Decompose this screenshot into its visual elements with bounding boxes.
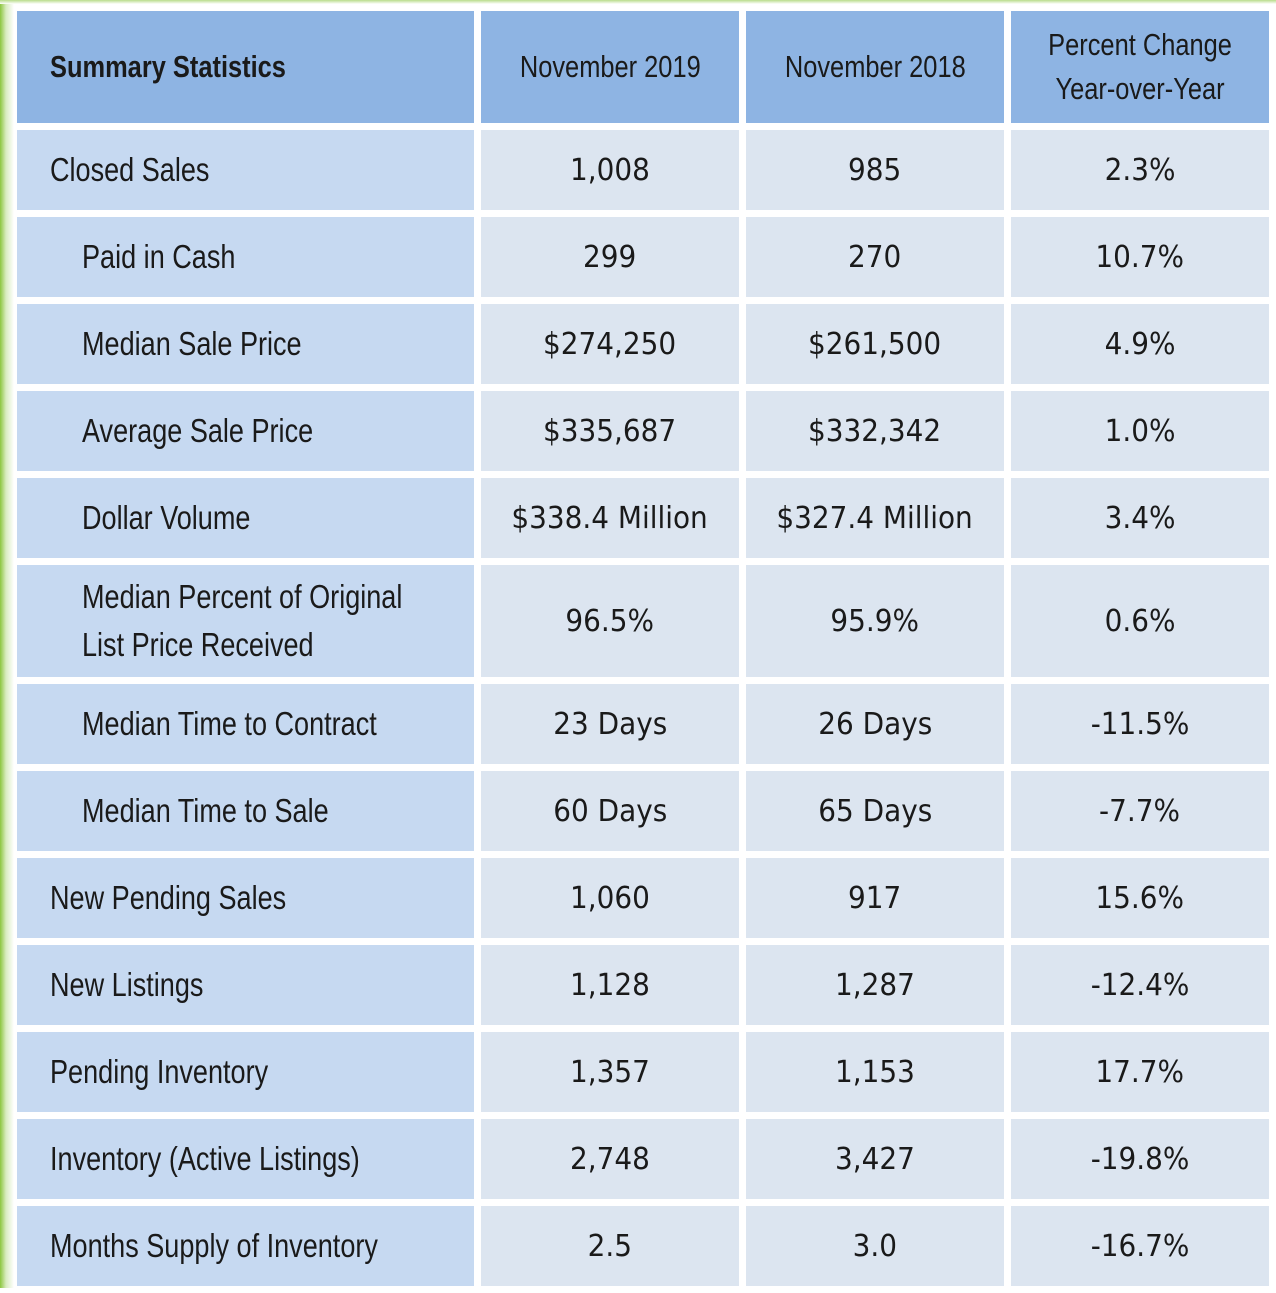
row-label: New Pending Sales: [17, 858, 474, 938]
value-november-2019: 2,748: [481, 1119, 739, 1199]
row-label: Median Percent of Original List Price Rec…: [17, 565, 474, 677]
table-row: Average Sale Price $335,687 $332,342 1.0…: [17, 391, 1269, 471]
value-percent-change: -11.5%: [1011, 684, 1269, 764]
table-row: Median Time to Contract 23 Days 26 Days …: [17, 684, 1269, 764]
table-row: Dollar Volume $338.4 Million $327.4 Mill…: [17, 478, 1269, 558]
value-november-2019: $338.4 Million: [481, 478, 739, 558]
value-november-2018: 95.9%: [746, 565, 1004, 677]
header-summary-statistics: Summary Statistics: [17, 11, 474, 123]
row-label: Months Supply of Inventory: [17, 1206, 474, 1286]
value-percent-change: 15.6%: [1011, 858, 1269, 938]
table-row: Inventory (Active Listings) 2,748 3,427 …: [17, 1119, 1269, 1199]
row-label: Pending Inventory: [17, 1032, 474, 1112]
table-row: New Pending Sales 1,060 917 15.6%: [17, 858, 1269, 938]
row-label: Median Time to Contract: [17, 684, 474, 764]
table-row: Closed Sales 1,008 985 2.3%: [17, 130, 1269, 210]
value-percent-change: -12.4%: [1011, 945, 1269, 1025]
value-november-2018: 26 Days: [746, 684, 1004, 764]
value-percent-change: -19.8%: [1011, 1119, 1269, 1199]
value-percent-change: 10.7%: [1011, 217, 1269, 297]
header-percent-change-line2: Year-over-Year: [1055, 71, 1225, 106]
value-percent-change: 0.6%: [1011, 565, 1269, 677]
value-november-2018: 917: [746, 858, 1004, 938]
value-november-2019: 60 Days: [481, 771, 739, 851]
value-november-2019: $335,687: [481, 391, 739, 471]
value-november-2018: $261,500: [746, 304, 1004, 384]
summary-statistics-table: Summary Statistics November 2019 Novembe…: [10, 4, 1276, 1293]
header-percent-change: Percent Change Year-over-Year: [1011, 11, 1269, 123]
value-november-2019: 1,357: [481, 1032, 739, 1112]
value-percent-change: -7.7%: [1011, 771, 1269, 851]
value-november-2019: 1,060: [481, 858, 739, 938]
value-november-2019: 299: [481, 217, 739, 297]
value-november-2018: 1,287: [746, 945, 1004, 1025]
left-green-accent: [0, 0, 16, 1288]
table-row: Median Sale Price $274,250 $261,500 4.9%: [17, 304, 1269, 384]
value-november-2018: 65 Days: [746, 771, 1004, 851]
value-november-2018: $327.4 Million: [746, 478, 1004, 558]
table-row: New Listings 1,128 1,287 -12.4%: [17, 945, 1269, 1025]
value-november-2018: 1,153: [746, 1032, 1004, 1112]
value-november-2018: 3,427: [746, 1119, 1004, 1199]
value-percent-change: 4.9%: [1011, 304, 1269, 384]
value-percent-change: 3.4%: [1011, 478, 1269, 558]
row-label-line1: Median Percent of Original: [82, 578, 403, 615]
row-label: Median Time to Sale: [17, 771, 474, 851]
value-november-2019: 1,128: [481, 945, 739, 1025]
row-label: Inventory (Active Listings): [17, 1119, 474, 1199]
value-november-2018: 985: [746, 130, 1004, 210]
row-label-line2: List Price Received: [82, 626, 314, 663]
value-november-2019: 96.5%: [481, 565, 739, 677]
value-percent-change: 2.3%: [1011, 130, 1269, 210]
value-november-2019: $274,250: [481, 304, 739, 384]
header-november-2018: November 2018: [746, 11, 1004, 123]
value-november-2018: $332,342: [746, 391, 1004, 471]
value-percent-change: 17.7%: [1011, 1032, 1269, 1112]
value-november-2019: 2.5: [481, 1206, 739, 1286]
row-label: Median Sale Price: [17, 304, 474, 384]
value-percent-change: 1.0%: [1011, 391, 1269, 471]
table-row: Months Supply of Inventory 2.5 3.0 -16.7…: [17, 1206, 1269, 1286]
value-november-2019: 23 Days: [481, 684, 739, 764]
table-row: Pending Inventory 1,357 1,153 17.7%: [17, 1032, 1269, 1112]
header-november-2019: November 2019: [481, 11, 739, 123]
table-row: Median Time to Sale 60 Days 65 Days -7.7…: [17, 771, 1269, 851]
table-row: Paid in Cash 299 270 10.7%: [17, 217, 1269, 297]
row-label: Paid in Cash: [17, 217, 474, 297]
value-percent-change: -16.7%: [1011, 1206, 1269, 1286]
header-row: Summary Statistics November 2019 Novembe…: [17, 11, 1269, 123]
value-november-2019: 1,008: [481, 130, 739, 210]
row-label: Closed Sales: [17, 130, 474, 210]
value-november-2018: 270: [746, 217, 1004, 297]
row-label: New Listings: [17, 945, 474, 1025]
row-label: Average Sale Price: [17, 391, 474, 471]
table-row: Median Percent of Original List Price Rec…: [17, 565, 1269, 677]
top-green-accent: [0, 0, 1276, 4]
value-november-2018: 3.0: [746, 1206, 1004, 1286]
header-percent-change-line1: Percent Change: [1048, 27, 1232, 62]
row-label: Dollar Volume: [17, 478, 474, 558]
